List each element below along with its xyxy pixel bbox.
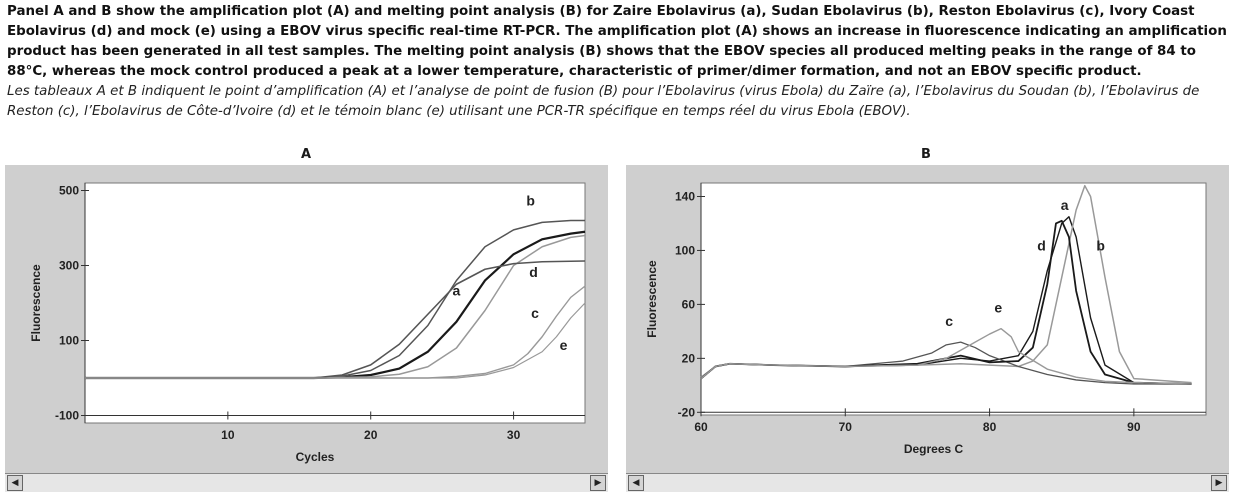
series-line-e [700, 327, 1192, 385]
series-line-b [85, 234, 586, 379]
panel-a-label: A [301, 147, 312, 162]
series-label-a: a [453, 283, 461, 299]
y-tick-label: 60 [682, 297, 696, 311]
y-tick-label: -100 [55, 409, 79, 423]
series-label-c: c [531, 305, 539, 321]
arrow-right-icon[interactable]: ▶ [590, 475, 606, 491]
x-axis-title: Degrees C [904, 442, 964, 456]
y-axis-title: Fluorescence [29, 264, 43, 342]
y-tick-label: 20 [682, 351, 696, 365]
melting-curve-plot: -20 20 60 100 140 60 70 80 90 Degrees C Fluorescen… [645, 182, 1207, 456]
arrow-left-icon[interactable]: ◀ [7, 475, 23, 491]
series-label-b: b [526, 193, 535, 209]
x-tick-label: 60 [694, 420, 708, 434]
x-tick-label: 20 [364, 428, 378, 442]
amplification-plot-panel: -100 100 300 500 10 20 30 Cycles Fluorescence a b… [5, 165, 608, 492]
axes-a: -100 100 300 500 10 20 30 Cycles Fluorescence [29, 183, 585, 464]
x-axis-title: Cycles [296, 450, 335, 464]
plot-area-b [700, 182, 1207, 416]
y-tick-label: 100 [59, 334, 79, 348]
x-tick-label: 70 [839, 420, 853, 434]
series-label-e: e [560, 337, 568, 353]
series-group-b [700, 184, 1192, 385]
series-line-d [85, 260, 586, 379]
series-label-e: e [994, 299, 1002, 315]
series-labels-b: a b c d e [945, 197, 1105, 329]
series-line-e [85, 302, 586, 379]
melting-curve-panel: -20 20 60 100 140 60 70 80 90 Degrees C Fluorescen… [626, 165, 1229, 492]
series-label-c: c [945, 313, 953, 329]
caption-french: Les tableaux A et B indiquent le point d… [7, 84, 1200, 119]
x-tick-label: 30 [507, 428, 521, 442]
series-label-b: b [1096, 237, 1105, 253]
series-labels-a: a b c d e [453, 193, 568, 353]
series-label-d: d [1037, 237, 1046, 253]
horizontal-scrollbar-a[interactable]: ◀ ▶ [5, 473, 608, 492]
y-tick-label: -20 [678, 405, 696, 419]
y-axis-title: Fluorescence [645, 260, 659, 338]
series-group-a [85, 219, 586, 380]
series-line-c [85, 285, 586, 379]
series-line-a [85, 219, 585, 379]
panel-b-label: B [921, 147, 931, 162]
amplification-plot: -100 100 300 500 10 20 30 Cycles Fluorescence a b… [29, 182, 586, 464]
axes-b: -20 20 60 100 140 60 70 80 90 Degrees C Fluorescen… [645, 183, 1206, 456]
plot-area-a [84, 182, 586, 424]
caption-english: Panel A and B show the amplification plo… [7, 4, 1227, 79]
figure-caption: Panel A and B show the amplification plo… [7, 2, 1229, 122]
horizontal-scrollbar-b[interactable]: ◀ ▶ [626, 473, 1229, 492]
x-tick-label: 80 [983, 420, 997, 434]
arrow-right-icon[interactable]: ▶ [1211, 475, 1227, 491]
x-tick-label: 10 [221, 428, 235, 442]
x-tick-label: 90 [1127, 420, 1141, 434]
series-label-a: a [1061, 197, 1069, 213]
arrow-left-icon[interactable]: ◀ [628, 475, 644, 491]
series-label-d: d [529, 264, 538, 280]
y-tick-label: 100 [675, 243, 695, 257]
y-tick-label: 500 [59, 184, 79, 198]
y-tick-label: 140 [675, 189, 695, 203]
y-tick-label: 300 [59, 259, 79, 273]
